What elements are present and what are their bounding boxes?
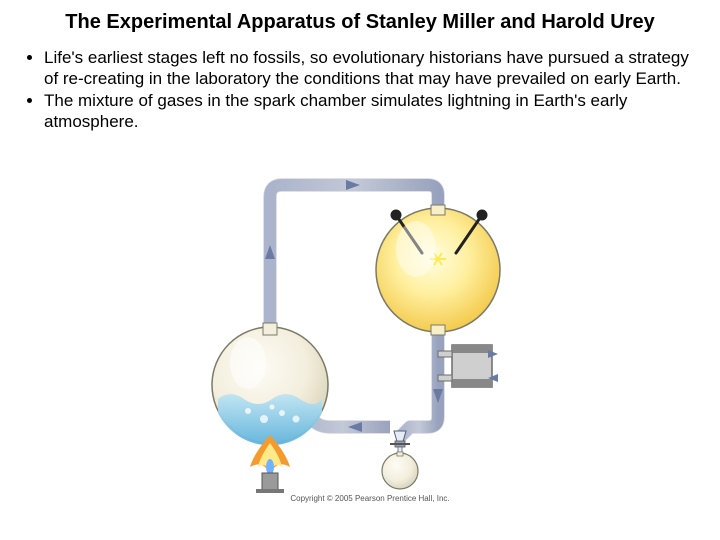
condenser [438, 345, 498, 387]
stopcock-icon [390, 441, 410, 447]
apparatus-figure: Copyright © 2005 Pearson Prentice Hall, … [200, 175, 540, 505]
slide-title: The Experimental Apparatus of Stanley Mi… [60, 10, 660, 34]
trap-flask [382, 431, 418, 489]
list-item: Life's earliest stages left no fossils, … [44, 48, 690, 89]
bullet-list: Life's earliest stages left no fossils, … [26, 48, 700, 133]
list-item: The mixture of gases in the spark chambe… [44, 91, 690, 132]
spark-flask [376, 205, 500, 335]
boiling-flask [212, 323, 328, 445]
copyright-caption: Copyright © 2005 Pearson Prentice Hall, … [200, 494, 540, 503]
bunsen-burner [250, 435, 290, 493]
